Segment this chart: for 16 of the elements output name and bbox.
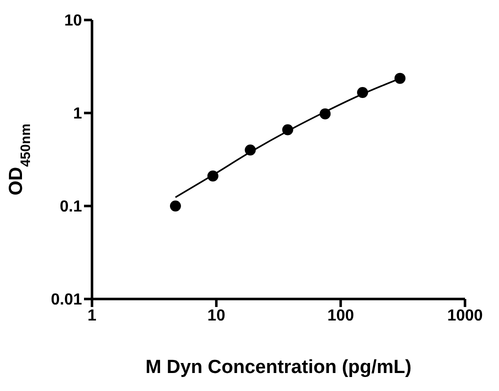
point [320,108,331,120]
point [170,200,181,212]
point [244,144,256,156]
y-tick-label: 10 [64,12,82,30]
y-tick-label: 0.1 [60,198,82,216]
point [357,87,368,98]
y-tick-label: 1 [73,106,82,123]
point [394,72,406,84]
x-tick-label: 10 [207,307,226,324]
point [282,124,294,136]
x-tick-label: 1000 [447,307,483,324]
y-tick-label: 0.01 [50,292,82,309]
point [207,170,218,182]
x-axis-title: M Dyn Concentration (pg/mL) [146,357,412,378]
x-tick-label: 100 [327,307,354,324]
x-tick-label: 1 [88,307,97,324]
